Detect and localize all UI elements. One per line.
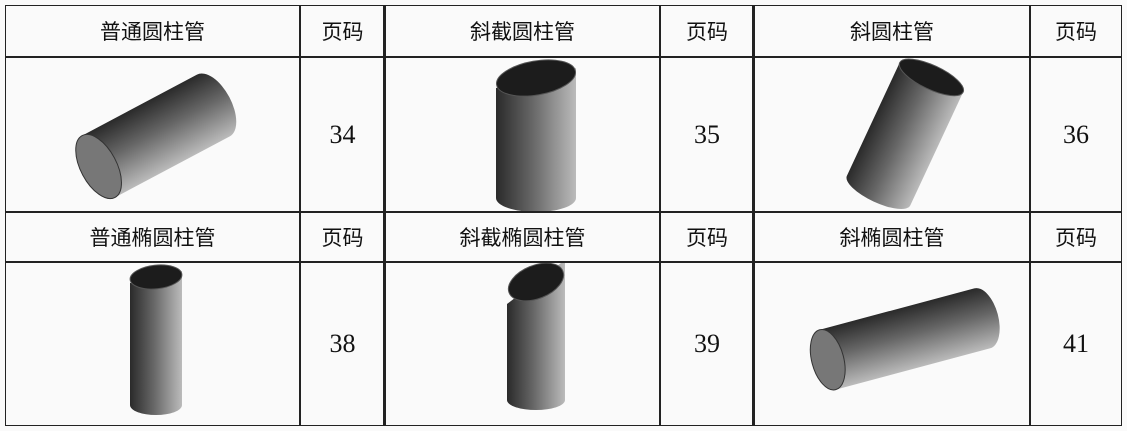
- item-name: 斜圆柱管: [754, 5, 1030, 57]
- page-label: 页码: [1030, 212, 1122, 262]
- tube-illustration: [129, 264, 183, 415]
- page-label: 页码: [300, 5, 385, 57]
- page-number: 39: [660, 262, 754, 426]
- tube-illustration: [507, 263, 565, 410]
- page-label: 页码: [1030, 5, 1122, 57]
- page-label: 页码: [300, 212, 385, 262]
- item-name: 斜截椭圆柱管: [385, 212, 660, 262]
- page-label: 页码: [660, 5, 754, 57]
- tube-illustration: [75, 73, 237, 200]
- page-number: 36: [1030, 57, 1122, 212]
- item-name: 斜椭圆柱管: [754, 212, 1030, 262]
- page-number: 41: [1030, 262, 1122, 426]
- image-cell: [385, 57, 660, 212]
- image-cell: [754, 262, 1030, 426]
- page-label: 页码: [660, 212, 754, 262]
- tube-illustration: [495, 59, 577, 211]
- item-name: 普通椭圆柱管: [5, 212, 300, 262]
- image-cell: [5, 262, 300, 426]
- item-name: 斜截圆柱管: [385, 5, 660, 57]
- tube-illustration: [846, 58, 965, 209]
- item-name: 普通圆柱管: [5, 5, 300, 57]
- image-cell: [385, 262, 660, 426]
- group-divider: [752, 5, 755, 426]
- page-number: 38: [300, 262, 385, 426]
- image-cell: [5, 57, 300, 212]
- page-number: 35: [660, 57, 754, 212]
- page-number: 34: [300, 57, 385, 212]
- tube-illustration: [809, 288, 1000, 391]
- group-divider: [383, 5, 386, 426]
- image-cell: [754, 57, 1030, 212]
